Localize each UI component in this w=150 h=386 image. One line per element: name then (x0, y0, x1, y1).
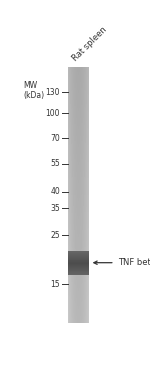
Text: MW
(kDa): MW (kDa) (23, 81, 45, 100)
Text: 40: 40 (50, 188, 60, 196)
Text: 35: 35 (50, 204, 60, 213)
Text: 15: 15 (50, 279, 60, 289)
Text: 70: 70 (50, 134, 60, 143)
Text: Rat spleen: Rat spleen (71, 25, 109, 63)
Text: 100: 100 (45, 109, 60, 118)
Text: 130: 130 (45, 88, 60, 97)
Text: TNF beta: TNF beta (94, 258, 150, 267)
Text: 55: 55 (50, 159, 60, 168)
Text: 25: 25 (50, 230, 60, 240)
